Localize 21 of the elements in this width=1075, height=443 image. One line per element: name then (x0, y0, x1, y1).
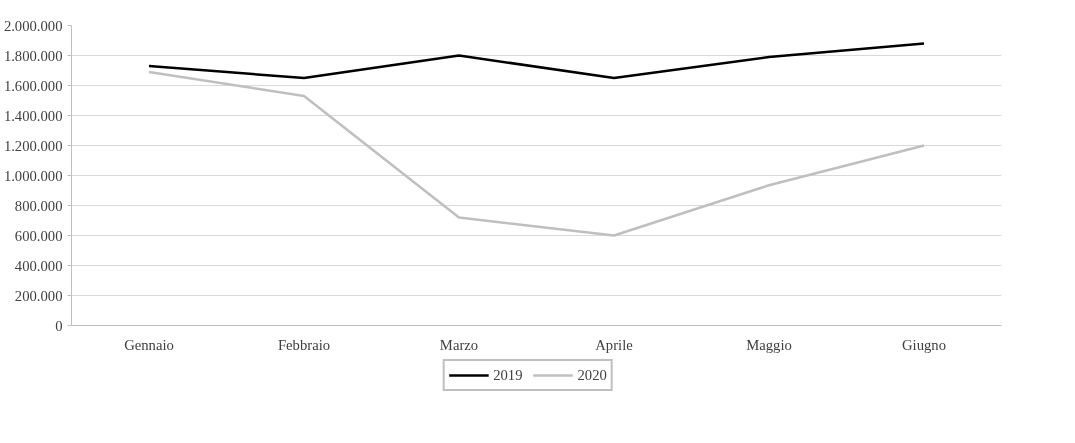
y-tick-label: 600.000 (14, 227, 63, 244)
legend-label: 2020 (577, 366, 607, 384)
y-tick-label: 1.000.000 (3, 167, 63, 184)
x-tick-label: Gennaio (124, 336, 174, 353)
x-tick-label: Marzo (439, 336, 479, 353)
x-tick-label: Febbraio (277, 336, 331, 353)
y-tick-label: 2.000.000 (3, 17, 63, 34)
line-series (147, 70, 926, 237)
x-tick-label: Aprile (595, 336, 633, 353)
y-tick-label: 200.000 (14, 287, 63, 304)
y-tick-label: 400.000 (14, 257, 63, 274)
y-tick-label: 1.400.000 (3, 107, 63, 124)
line-series (147, 42, 926, 80)
y-tick-label: 1.600.000 (3, 77, 63, 94)
y-tick-label: 800.000 (14, 197, 63, 214)
legend-label: 2019 (493, 366, 523, 384)
y-tick-label: 0 (55, 317, 63, 334)
x-tick-label: Maggio (746, 336, 792, 353)
y-tick-label: 1.200.000 (3, 137, 63, 154)
y-tick-label: 1.800.000 (3, 47, 63, 64)
x-tick-label: Giugno (902, 336, 946, 353)
